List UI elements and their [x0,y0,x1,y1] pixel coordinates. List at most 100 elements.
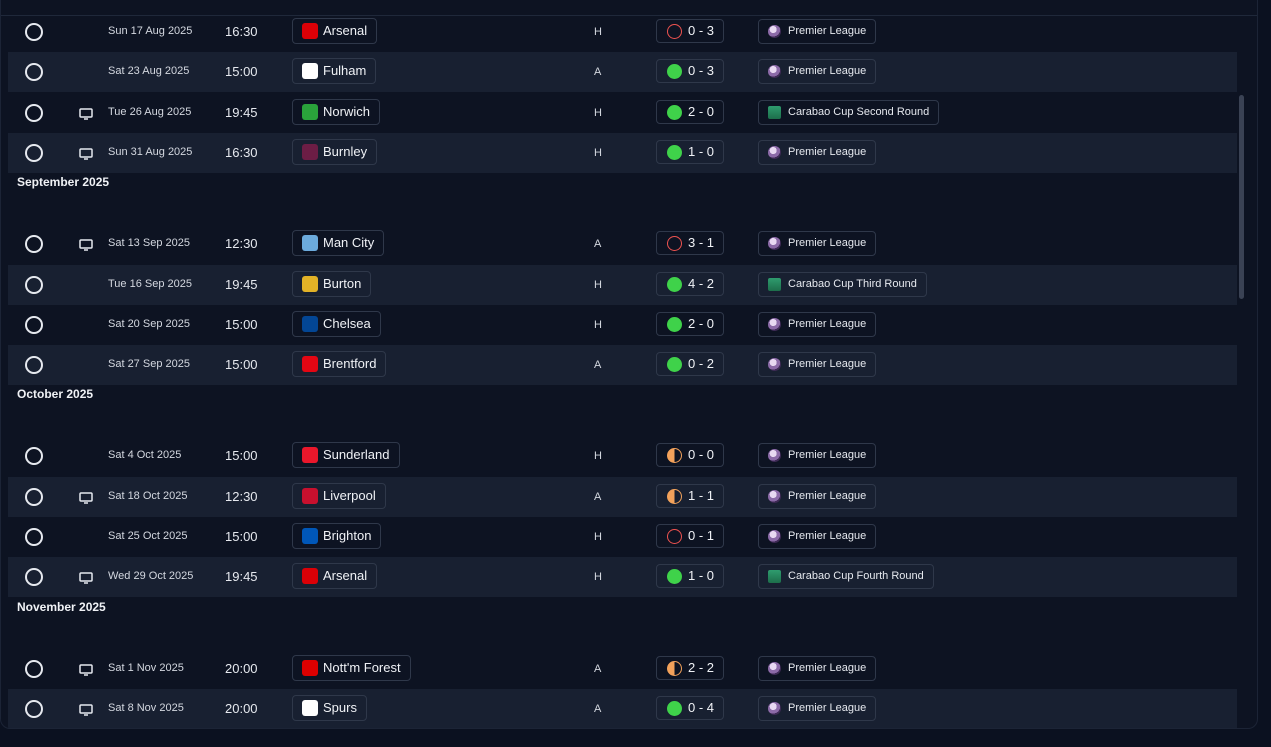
opponent-chip[interactable]: Man City [292,230,385,256]
select-radio[interactable] [25,660,43,678]
select-radio[interactable] [25,235,43,253]
fixture-row[interactable]: Sat 4 Oct 2025 15:00 Sunderland H 0 - 0 Premi… [8,436,1237,476]
select-radio[interactable] [25,568,43,586]
result-draw-icon [667,448,682,463]
opponent-chip[interactable]: Arsenal [292,563,378,589]
fixture-date: Sun 17 Aug 2025 [108,25,193,37]
table-header [1,0,1257,16]
carabao-cup-icon [768,278,781,291]
competition-chip[interactable]: Premier League [758,352,877,377]
result-chip[interactable]: 2 - 2 [656,656,725,680]
select-radio[interactable] [25,700,43,718]
opponent-chip[interactable]: Norwich [292,99,380,125]
fixture-row[interactable]: Sat 8 Nov 2025 20:00 Spurs A 0 - 4 Premier Le… [8,689,1237,728]
competition-chip[interactable]: Premier League [758,59,877,84]
competition-chip[interactable]: Premier League [758,231,877,256]
premier-league-icon [768,702,781,715]
result-win-icon [667,701,682,716]
fixture-row[interactable]: Wed 29 Oct 2025 19:45 Arsenal H 1 - 0 Carabao… [8,557,1237,597]
result-chip[interactable]: 1 - 0 [656,140,725,164]
fixture-row[interactable]: Tue 16 Sep 2025 19:45 Burton H 4 - 2 Carabao … [8,265,1237,305]
score: 0 - 0 [688,447,715,462]
opponent-chip[interactable]: Burton [292,271,372,297]
fixture-row[interactable]: Sun 17 Aug 2025 16:30 Arsenal H 0 - 3 Premier… [8,12,1237,52]
competition-chip[interactable]: Premier League [758,484,877,509]
fixture-row[interactable]: Sat 1 Nov 2025 20:00 Nott'm Forest A 2 - 2 Pr… [8,649,1237,689]
result-chip[interactable]: 0 - 3 [656,19,725,43]
fixture-row[interactable]: Tue 26 Aug 2025 19:45 Norwich H 2 - 0 Carabao… [8,93,1237,133]
opponent-chip[interactable]: Sunderland [292,442,400,468]
opponent-chip[interactable]: Arsenal [292,18,378,44]
kickoff-time: 16:30 [225,145,258,160]
opponent-chip[interactable]: Chelsea [292,311,381,337]
result-chip[interactable]: 3 - 1 [656,231,725,255]
competition-chip[interactable]: Carabao Cup Second Round [758,100,940,125]
result-draw-icon [667,489,682,504]
select-radio[interactable] [25,144,43,162]
select-radio[interactable] [25,528,43,546]
result-chip[interactable]: 1 - 1 [656,484,725,508]
opponent-chip[interactable]: Nott'm Forest [292,655,411,681]
opponent-name: Brentford [323,356,377,371]
competition-name: Carabao Cup Third Round [788,278,917,290]
fixture-row[interactable]: Sat 13 Sep 2025 12:30 Man City A 3 - 1 Premie… [8,224,1237,264]
competition-chip[interactable]: Premier League [758,312,877,337]
competition-name: Premier League [788,449,867,461]
fixture-row[interactable]: Sat 20 Sep 2025 15:00 Chelsea H 2 - 0 Premier… [8,305,1237,345]
month-heading: November 2025 [17,599,106,614]
result-chip[interactable]: 2 - 0 [656,100,725,124]
opponent-chip[interactable]: Spurs [292,695,367,721]
tv-icon [79,492,93,504]
competition-chip[interactable]: Premier League [758,19,877,44]
select-radio[interactable] [25,488,43,506]
select-radio[interactable] [25,316,43,334]
result-win-icon [667,277,682,292]
competition-chip[interactable]: Premier League [758,524,877,549]
club-crest-icon [302,700,318,716]
result-chip[interactable]: 0 - 4 [656,696,725,720]
result-chip[interactable]: 0 - 1 [656,524,725,548]
select-radio[interactable] [25,276,43,294]
fixture-row[interactable]: Sat 23 Aug 2025 15:00 Fulham A 0 - 3 Premier … [8,52,1237,92]
premier-league-icon [768,490,781,503]
fixture-row[interactable]: Sat 25 Oct 2025 15:00 Brighton H 0 - 1 Premie… [8,517,1237,557]
competition-chip[interactable]: Carabao Cup Fourth Round [758,564,934,589]
competition-chip[interactable]: Premier League [758,140,877,165]
result-chip[interactable]: 1 - 0 [656,564,725,588]
competition-name: Carabao Cup Second Round [788,106,930,118]
club-crest-icon [302,528,318,544]
result-chip[interactable]: 0 - 3 [656,59,725,83]
scrollbar[interactable] [1239,95,1244,299]
opponent-chip[interactable]: Burnley [292,139,378,165]
fixture-date: Sat 8 Nov 2025 [108,702,184,714]
select-radio[interactable] [25,23,43,41]
competition-chip[interactable]: Carabao Cup Third Round [758,272,927,297]
fixture-date: Sat 27 Sep 2025 [108,358,190,370]
result-chip[interactable]: 4 - 2 [656,272,725,296]
venue: H [594,279,602,291]
opponent-chip[interactable]: Brentford [292,351,387,377]
score: 1 - 1 [688,488,715,503]
opponent-name: Norwich [323,104,370,119]
fixture-row[interactable]: Sat 18 Oct 2025 12:30 Liverpool A 1 - 1 Premi… [8,477,1237,517]
result-chip[interactable]: 0 - 2 [656,352,725,376]
tv-icon [79,148,93,160]
select-radio[interactable] [25,104,43,122]
competition-chip[interactable]: Premier League [758,696,877,721]
opponent-chip[interactable]: Brighton [292,523,382,549]
select-radio[interactable] [25,63,43,81]
fixture-row[interactable]: Sun 31 Aug 2025 16:30 Burnley H 1 - 0 Premier… [8,133,1237,173]
result-chip[interactable]: 2 - 0 [656,312,725,336]
competition-chip[interactable]: Premier League [758,656,877,681]
venue: A [594,703,602,715]
result-chip[interactable]: 0 - 0 [656,443,725,467]
select-radio[interactable] [25,356,43,374]
opponent-chip[interactable]: Fulham [292,58,377,84]
select-radio[interactable] [25,447,43,465]
venue: A [594,491,602,503]
fixture-row[interactable]: Sat 27 Sep 2025 15:00 Brentford A 0 - 2 Premi… [8,345,1237,385]
opponent-chip[interactable]: Liverpool [292,483,386,509]
competition-name: Premier League [788,530,867,542]
competition-chip[interactable]: Premier League [758,443,877,468]
kickoff-time: 20:00 [225,701,258,716]
